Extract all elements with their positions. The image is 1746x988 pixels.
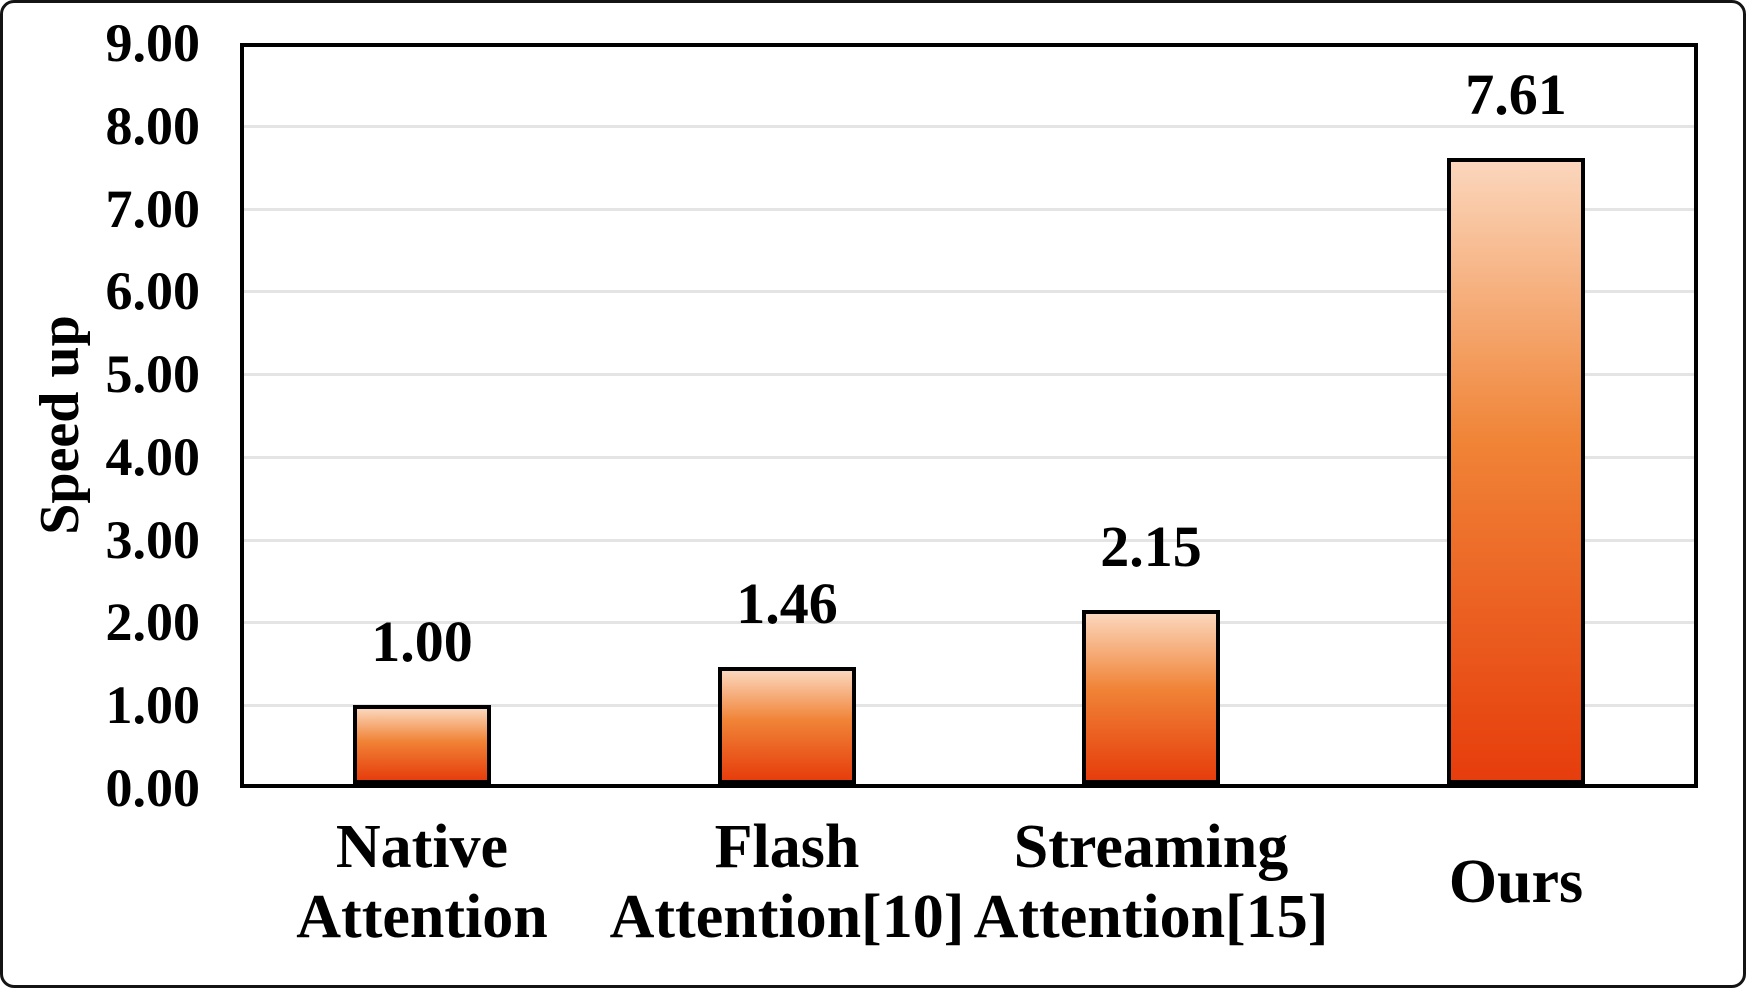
category-label-line: Attention[15]: [973, 883, 1329, 951]
y-tick-label-7.00: 7.00: [105, 179, 201, 239]
gridline: [244, 373, 1694, 376]
category-label-line: Attention[10]: [609, 883, 965, 951]
category-label-line: Attention: [296, 883, 548, 951]
y-tick-label-0.00: 0.00: [105, 758, 201, 818]
gridline: [244, 125, 1694, 128]
bar-chart: Speed up 1.00 Native Attention 1.46 Flash Att…: [3, 3, 1743, 985]
y-tick-label-6.00: 6.00: [105, 261, 201, 321]
value-label-streaming-attention-15: 2.15: [1100, 514, 1202, 579]
gridline: [244, 290, 1694, 293]
y-tick-label-4.00: 4.00: [105, 427, 201, 487]
y-tick-label-8.00: 8.00: [105, 96, 201, 156]
gridline: [244, 539, 1694, 542]
category-label-line: Ours: [1448, 848, 1584, 916]
y-tick-label-3.00: 3.00: [105, 510, 201, 570]
bar-ours: [1447, 158, 1585, 784]
y-tick-label-9.00: 9.00: [105, 13, 201, 73]
category-label-flash-attention-10: Flash Attention[10]: [577, 812, 997, 952]
gridline: [244, 456, 1694, 459]
value-label-ours: 7.61: [1465, 62, 1567, 127]
bar-native-attention: [353, 705, 491, 784]
gridline: [244, 704, 1694, 707]
y-tick-label-2.00: 2.00: [105, 592, 201, 652]
category-label-ours: Ours: [1306, 847, 1726, 917]
category-label-line: Native: [335, 813, 509, 881]
gridline: [244, 621, 1694, 624]
value-label-native-attention: 1.00: [371, 609, 473, 674]
plot-area: [240, 43, 1698, 788]
bar-streaming-attention-15: [1082, 610, 1220, 784]
gridline: [244, 208, 1694, 211]
y-tick-label-5.00: 5.00: [105, 344, 201, 404]
value-label-flash-attention-10: 1.46: [736, 571, 838, 636]
category-label-streaming-attention-15: Streaming Attention[15]: [941, 812, 1361, 952]
category-label-line: Streaming: [1013, 813, 1289, 881]
y-tick-label-1.00: 1.00: [105, 675, 201, 735]
bar-flash-attention-10: [718, 667, 856, 784]
category-label-native-attention: Native Attention: [212, 812, 632, 952]
category-label-line: Flash: [714, 813, 860, 881]
